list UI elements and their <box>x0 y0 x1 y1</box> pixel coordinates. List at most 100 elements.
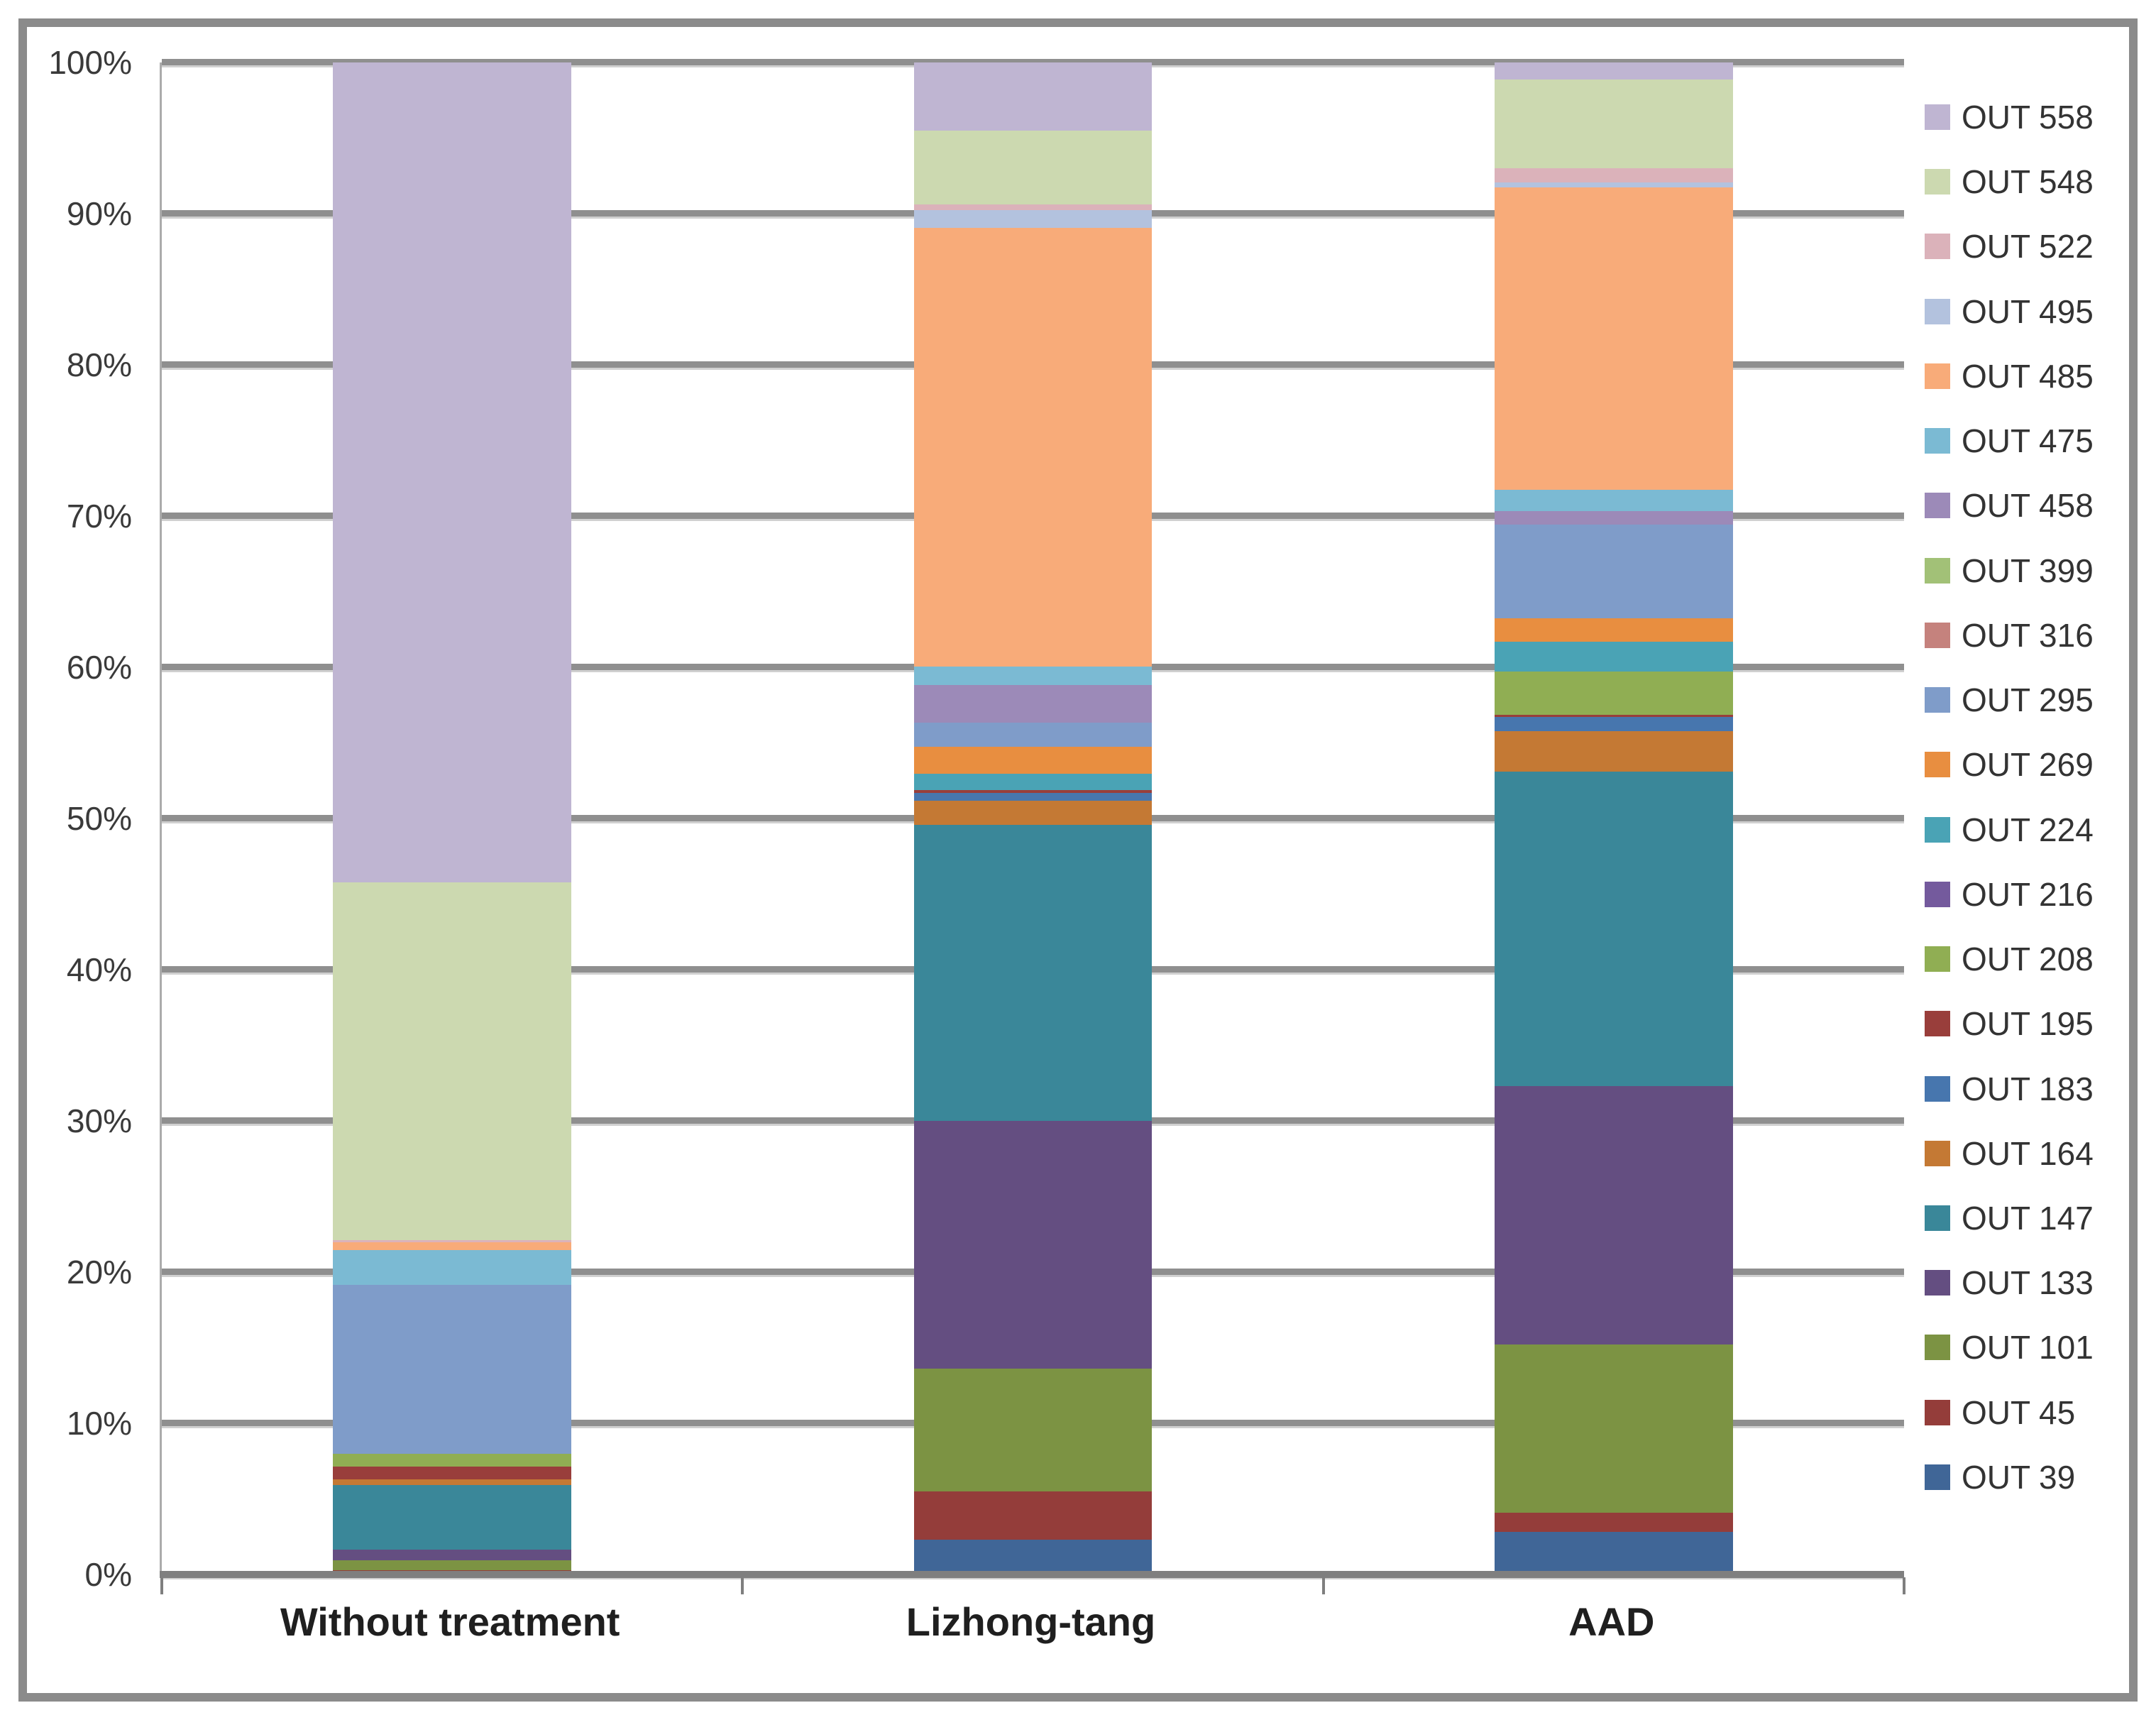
legend-item-out-224: OUT 224 <box>1925 811 2138 848</box>
legend-label: OUT 224 <box>1962 811 2094 848</box>
legend-item-out-316: OUT 316 <box>1925 616 2138 654</box>
bar-segment-out-208 <box>1495 672 1733 716</box>
bar-slot-2 <box>1324 62 1904 1574</box>
bar-segment-out-269 <box>913 747 1153 774</box>
x-axis-tick-0 <box>160 1577 163 1594</box>
bar-segment-out-458 <box>1495 510 1733 525</box>
x-axis-tick-3 <box>1903 1577 1905 1594</box>
legend-item-out-399: OUT 399 <box>1925 552 2138 589</box>
legend-label: OUT 458 <box>1962 487 2094 525</box>
legend-swatch-icon <box>1925 622 1950 648</box>
legend-swatch-icon <box>1925 1075 1950 1102</box>
legend-label: OUT 269 <box>1962 746 2094 784</box>
legend-item-out-295: OUT 295 <box>1925 681 2138 718</box>
category-label-0: Without treatment <box>280 1599 620 1644</box>
legend-item-out-147: OUT 147 <box>1925 1199 2138 1237</box>
legend-swatch-icon <box>1925 816 1950 843</box>
legend-swatch-icon <box>1925 1270 1950 1296</box>
legend-label: OUT 208 <box>1962 941 2094 978</box>
legend-item-out-39: OUT 39 <box>1925 1458 2138 1496</box>
legend-swatch-icon <box>1925 881 1950 907</box>
bar-segment-out-485 <box>1495 187 1733 490</box>
bar-segment-out-208 <box>333 1453 571 1467</box>
bar-segment-out-522 <box>913 204 1153 210</box>
y-tick-label-100: 100% <box>48 44 132 81</box>
plot-area <box>160 59 1905 1594</box>
category-labels: Without treatment Lizhong-tang AAD <box>160 1599 1902 1645</box>
x-axis-tick-2 <box>1321 1577 1325 1594</box>
category-label-1: Lizhong-tang <box>906 1599 1156 1644</box>
legend-swatch-icon <box>1925 1011 1950 1037</box>
bar-segment-out-195 <box>1495 715 1733 718</box>
legend-label: OUT 147 <box>1962 1199 2094 1237</box>
bar-segment-out-147 <box>1495 772 1733 1087</box>
bar-segment-out-558 <box>333 62 571 882</box>
legend-swatch-icon <box>1925 234 1950 260</box>
legend-item-out-269: OUT 269 <box>1925 746 2138 784</box>
legend-swatch-icon <box>1925 363 1950 389</box>
legend-item-out-208: OUT 208 <box>1925 941 2138 977</box>
legend-label: OUT 39 <box>1962 1458 2076 1496</box>
legend-swatch-icon <box>1925 946 1950 973</box>
y-tick-label-90: 90% <box>66 195 132 232</box>
legend-item-out-495: OUT 495 <box>1925 292 2138 330</box>
x-axis-line <box>160 1571 1904 1578</box>
legend-label: OUT 522 <box>1962 228 2094 265</box>
bar-segment-out-224 <box>913 773 1153 791</box>
legend-swatch-icon <box>1925 1399 1950 1425</box>
bar-segment-out-558 <box>913 62 1153 131</box>
legend-label: OUT 216 <box>1962 875 2094 913</box>
legend-swatch-icon <box>1925 298 1950 324</box>
bar-segment-out-133 <box>913 1121 1153 1369</box>
bar-segment-out-45 <box>1495 1512 1733 1533</box>
legend-label: OUT 495 <box>1962 292 2094 330</box>
bar-slots <box>162 62 1904 1574</box>
legend-label: OUT 548 <box>1962 163 2094 201</box>
bar-segment-out-475 <box>1495 489 1733 511</box>
gridline-100 <box>162 59 1904 65</box>
bar-segment-out-147 <box>913 825 1153 1122</box>
stacked-bar-2 <box>1495 62 1733 1574</box>
legend-label: OUT 101 <box>1962 1329 2094 1366</box>
y-tick-label-50: 50% <box>66 800 132 837</box>
bar-segment-out-558 <box>1495 62 1733 80</box>
bar-segment-out-133 <box>1495 1086 1733 1345</box>
bar-segment-out-522 <box>333 1240 571 1243</box>
bar-segment-out-195 <box>913 790 1153 794</box>
y-tick-label-30: 30% <box>66 1102 132 1139</box>
legend-swatch-icon <box>1925 1205 1950 1231</box>
legend-swatch-icon <box>1925 1335 1950 1361</box>
legend-item-out-458: OUT 458 <box>1925 487 2138 525</box>
legend-label: OUT 485 <box>1962 357 2094 395</box>
bar-segment-out-485 <box>333 1242 571 1250</box>
legend-label: OUT 183 <box>1962 1070 2094 1107</box>
legend-label: OUT 316 <box>1962 616 2094 654</box>
bar-segment-out-269 <box>1495 618 1733 642</box>
bar-segment-out-101 <box>913 1369 1153 1491</box>
bar-segment-out-548 <box>333 882 571 1241</box>
bar-segment-out-224 <box>1495 641 1733 672</box>
bar-segment-out-522 <box>1495 168 1733 183</box>
bar-segment-out-164 <box>333 1479 571 1485</box>
y-tick-label-70: 70% <box>66 498 132 535</box>
legend-swatch-icon <box>1925 169 1950 195</box>
legend-swatch-icon <box>1925 428 1950 454</box>
legend-item-out-101: OUT 101 <box>1925 1329 2138 1366</box>
legend-label: OUT 399 <box>1962 552 2094 589</box>
legend-item-out-475: OUT 475 <box>1925 422 2138 460</box>
legend-item-out-183: OUT 183 <box>1925 1070 2138 1107</box>
bar-segment-out-495 <box>1495 182 1733 187</box>
bar-slot-1 <box>742 62 1323 1574</box>
bar-segment-out-295 <box>913 723 1153 747</box>
bar-segment-out-183 <box>913 793 1153 801</box>
legend-swatch-icon <box>1925 687 1950 713</box>
bar-segment-out-39 <box>1495 1532 1733 1574</box>
bar-segment-out-548 <box>913 130 1153 205</box>
legend-item-out-522: OUT 522 <box>1925 228 2138 265</box>
legend-label: OUT 475 <box>1962 422 2094 460</box>
legend-swatch-icon <box>1925 1140 1950 1166</box>
bar-segment-out-475 <box>333 1249 571 1285</box>
legend-swatch-icon <box>1925 104 1950 130</box>
legend-item-out-45: OUT 45 <box>1925 1394 2138 1431</box>
